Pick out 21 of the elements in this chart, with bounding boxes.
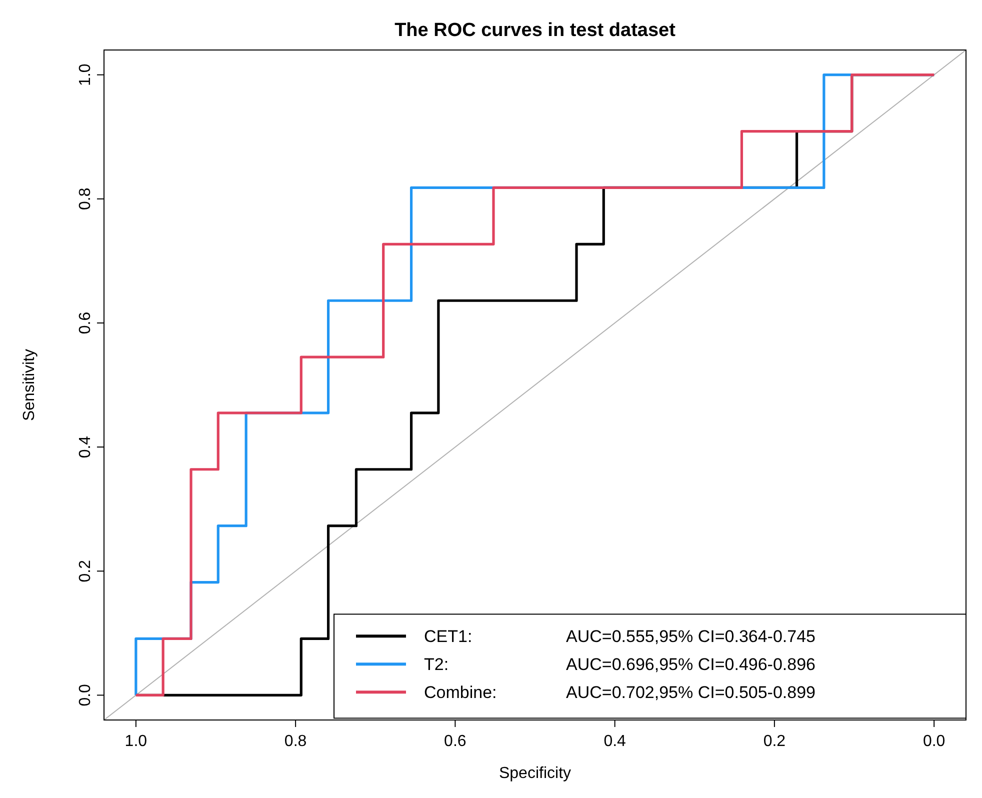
y-axis-title: Sensitivity	[21, 348, 38, 422]
y-tick-label: 0.4	[77, 436, 94, 458]
x-tick-label: 1.0	[124, 733, 148, 750]
annotation: AUC=0.696,95% CI=0.496-0.896	[566, 655, 816, 674]
chart-title: The ROC curves in test dataset	[394, 20, 676, 41]
x-tick-label: 0.8	[284, 733, 307, 750]
y-tick-label: 0.0	[77, 684, 94, 706]
annotation: AUC=0.555,95% CI=0.364-0.745	[566, 627, 816, 646]
x-axis-title: Specificity	[498, 765, 572, 782]
x-tick-label: 0.6	[444, 733, 466, 750]
legend-label: Combine:	[424, 683, 497, 702]
y-tick-label: 0.6	[77, 312, 94, 334]
x-tick-label: 0.2	[763, 733, 786, 750]
y-tick-label: 0.2	[77, 560, 94, 582]
legend-label: T2:	[424, 655, 449, 674]
x-tick-label: 0.4	[604, 733, 626, 750]
y-tick-label: 0.8	[77, 188, 94, 210]
x-tick-label: 0.0	[922, 733, 946, 750]
annotation: AUC=0.702,95% CI=0.505-0.899	[566, 683, 816, 702]
legend-label: CET1:	[424, 627, 472, 646]
y-tick-label: 1.0	[77, 64, 94, 86]
